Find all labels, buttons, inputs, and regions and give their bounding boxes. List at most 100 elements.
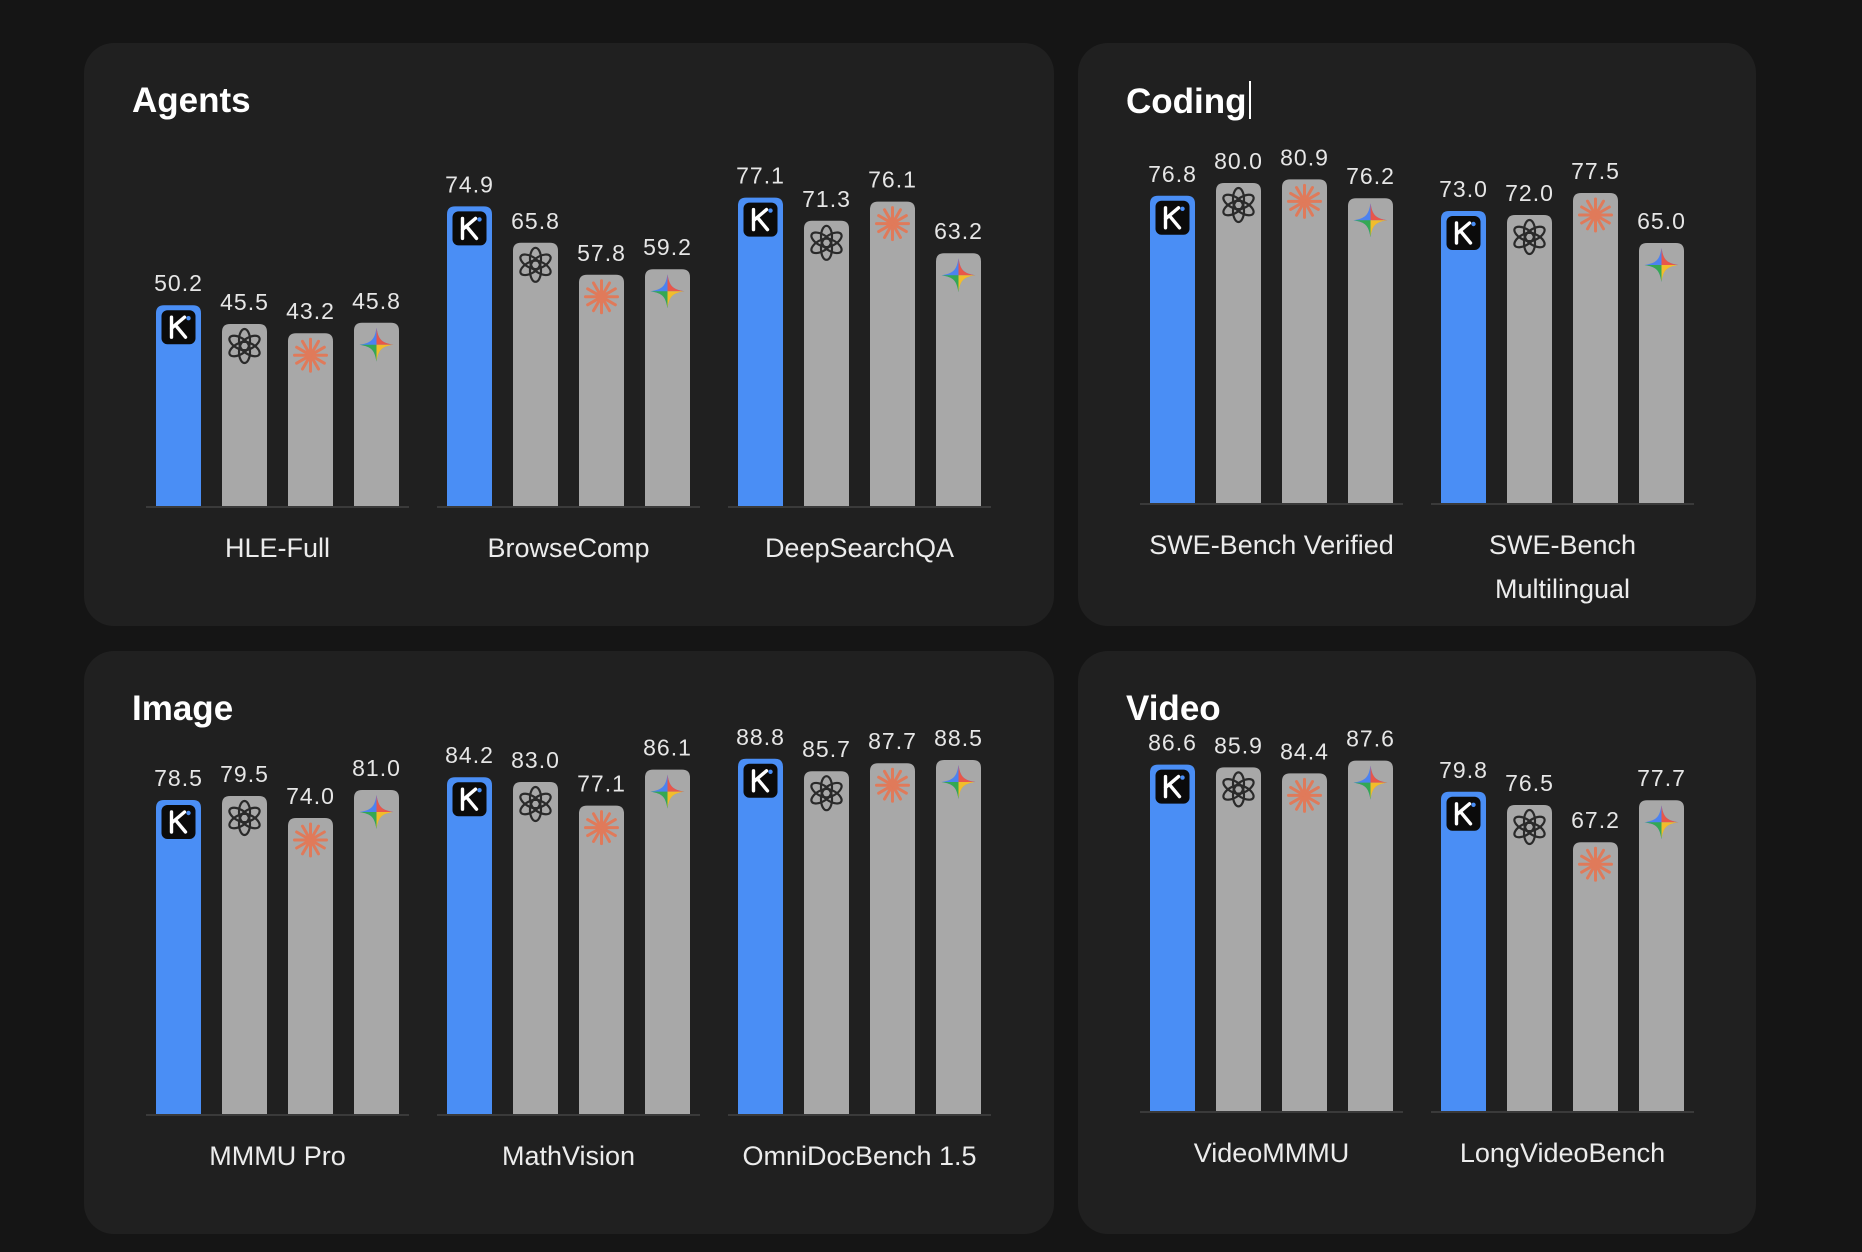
gemini-icon bbox=[359, 795, 394, 829]
kimi-k-icon bbox=[743, 202, 778, 237]
value-label: 80.9 bbox=[1280, 144, 1329, 170]
value-label: 83.0 bbox=[511, 747, 560, 773]
value-label: 76.2 bbox=[1346, 163, 1395, 189]
bar bbox=[1507, 805, 1552, 1111]
bar-group: 84.2 83.0 77.1 86.1 MathVision bbox=[437, 735, 700, 1171]
panel-title-video: Video bbox=[1126, 689, 1221, 728]
value-label: 77.7 bbox=[1637, 765, 1686, 791]
openai-icon bbox=[228, 327, 261, 365]
value-label: 79.8 bbox=[1439, 757, 1488, 783]
bar bbox=[1573, 193, 1618, 503]
value-label: 59.2 bbox=[643, 234, 692, 260]
value-label: 50.2 bbox=[154, 270, 203, 296]
category-label: VideoMMMU bbox=[1194, 1138, 1350, 1168]
agents-chart: 50.2 45.5 43.2 45.8 HLE-Full 74.9 65.8 57.8 59.2… bbox=[146, 163, 991, 563]
kimi-k-icon bbox=[161, 310, 196, 345]
value-label: 86.1 bbox=[643, 735, 692, 761]
kimi-k-icon bbox=[1446, 216, 1481, 250]
image-chart: 78.5 79.5 74.0 81.0 MMMU Pro 84.2 83.0 77.1 86.1… bbox=[146, 724, 991, 1171]
bar bbox=[1150, 764, 1195, 1111]
image-panel: Image 78.5 79.5 74.0 81.0 MMMU Pro 84.2 83.0 77… bbox=[84, 651, 1054, 1234]
bar bbox=[1282, 179, 1327, 503]
value-label: 74.9 bbox=[445, 171, 494, 197]
panel-title-coding-text: Coding bbox=[1126, 82, 1247, 121]
bar bbox=[222, 324, 267, 506]
gemini-icon bbox=[1353, 765, 1388, 800]
value-label: 67.2 bbox=[1571, 807, 1620, 833]
value-label: 86.6 bbox=[1148, 730, 1197, 756]
bar-group: 79.8 76.5 67.2 77.7 LongVideoBench bbox=[1431, 757, 1694, 1168]
kimi-k-icon bbox=[1155, 769, 1190, 804]
value-label: 65.8 bbox=[511, 208, 560, 234]
openai-icon bbox=[519, 246, 552, 283]
value-label: 43.2 bbox=[286, 298, 335, 324]
kimi-k-icon bbox=[1155, 200, 1190, 235]
bar bbox=[447, 777, 492, 1114]
value-label: 76.5 bbox=[1505, 770, 1554, 796]
bar bbox=[804, 771, 849, 1114]
bar bbox=[1216, 183, 1261, 503]
bar bbox=[156, 305, 201, 506]
value-label: 88.8 bbox=[736, 724, 785, 750]
gemini-icon bbox=[359, 327, 394, 362]
bar bbox=[1150, 195, 1195, 504]
value-label: 57.8 bbox=[577, 240, 626, 266]
category-label: BrowseComp bbox=[487, 533, 649, 563]
coding-panel: Coding 76.8 80.0 80.9 76.2 SWE-Bench Verifie… bbox=[1078, 43, 1756, 626]
value-label: 87.7 bbox=[868, 728, 917, 754]
value-label: 76.1 bbox=[868, 167, 917, 193]
value-label: 87.6 bbox=[1346, 726, 1395, 752]
gemini-icon bbox=[1644, 805, 1679, 840]
text-cursor bbox=[1248, 81, 1251, 119]
bar bbox=[738, 758, 783, 1114]
bar-group: 77.1 71.3 76.1 63.2 DeepSearchQA bbox=[728, 163, 991, 563]
value-label: 72.0 bbox=[1505, 180, 1554, 206]
bar bbox=[447, 206, 492, 506]
bar bbox=[354, 322, 399, 506]
category-label: SWE-Bench Verified bbox=[1149, 530, 1394, 560]
openai-icon bbox=[810, 224, 843, 261]
bar bbox=[513, 242, 558, 507]
bar bbox=[513, 782, 558, 1114]
coding-chart: 76.8 80.0 80.9 76.2 SWE-Bench Verified 73.0 72… bbox=[1140, 144, 1694, 604]
claude-icon bbox=[875, 767, 910, 803]
gemini-icon bbox=[941, 765, 976, 799]
bar bbox=[1573, 842, 1618, 1111]
bar bbox=[936, 253, 981, 506]
panel-title-agents: Agents bbox=[132, 81, 251, 120]
value-label: 79.5 bbox=[220, 761, 269, 787]
bar bbox=[1216, 767, 1261, 1111]
claude-icon bbox=[1578, 846, 1613, 882]
value-label: 74.0 bbox=[286, 783, 335, 809]
bar bbox=[1441, 211, 1486, 503]
claude-icon bbox=[584, 279, 619, 315]
bar bbox=[156, 800, 201, 1114]
value-label: 85.7 bbox=[802, 736, 851, 762]
value-label: 81.0 bbox=[352, 755, 401, 781]
value-label: 76.8 bbox=[1148, 161, 1197, 187]
bar bbox=[579, 805, 624, 1114]
video-chart: 86.6 85.9 84.4 87.6 VideoMMMU 79.8 76.5 67.2 77.… bbox=[1140, 726, 1694, 1168]
value-label: 63.2 bbox=[934, 218, 983, 244]
bar-group: 50.2 45.5 43.2 45.8 HLE-Full bbox=[146, 270, 409, 563]
openai-icon bbox=[1222, 771, 1255, 808]
bar bbox=[1507, 215, 1552, 503]
bar-group: 78.5 79.5 74.0 81.0 MMMU Pro bbox=[146, 755, 409, 1171]
bar-group: 76.8 80.0 80.9 76.2 SWE-Bench Verified bbox=[1140, 144, 1403, 560]
bar bbox=[804, 220, 849, 507]
value-label: 77.5 bbox=[1571, 158, 1620, 184]
bar bbox=[738, 197, 783, 506]
bar-group: 88.8 85.7 87.7 88.5 OmniDocBench 1.5 bbox=[728, 724, 991, 1171]
claude-icon bbox=[1578, 197, 1613, 233]
value-label: 45.5 bbox=[220, 289, 269, 315]
value-label: 45.8 bbox=[352, 288, 401, 314]
value-label: 78.5 bbox=[154, 765, 203, 791]
category-label: LongVideoBench bbox=[1460, 1138, 1665, 1168]
bar bbox=[222, 796, 267, 1114]
kimi-k-icon bbox=[743, 763, 778, 798]
kimi-k-icon bbox=[452, 782, 487, 817]
category-label: SWE-Bench Multilingual bbox=[1489, 530, 1636, 604]
value-label: 77.1 bbox=[577, 771, 626, 797]
bar bbox=[1348, 760, 1393, 1111]
gemini-icon bbox=[650, 774, 685, 809]
